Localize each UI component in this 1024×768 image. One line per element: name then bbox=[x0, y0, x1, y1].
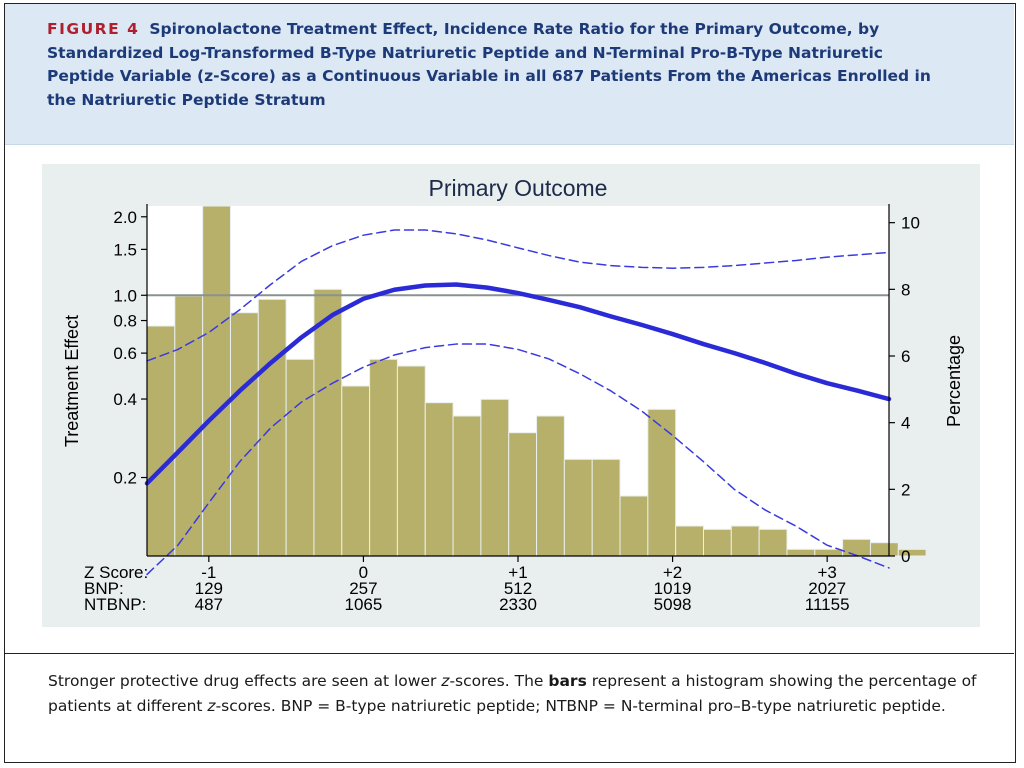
x-row-label: BNP: bbox=[84, 579, 124, 598]
y2-tick-label: 10 bbox=[901, 214, 920, 233]
x-tick-label-bnp: 1019 bbox=[654, 579, 692, 598]
histogram-bar bbox=[396, 365, 426, 557]
histogram-bar bbox=[591, 458, 621, 557]
histogram-bar bbox=[313, 288, 343, 557]
histogram-bar bbox=[508, 432, 538, 557]
x-tick-label-z: +1 bbox=[508, 563, 527, 582]
x-row-label: Z Score: bbox=[84, 563, 148, 582]
histogram-bar bbox=[202, 205, 231, 557]
histogram-bar bbox=[675, 525, 704, 557]
y2-tick-label: 6 bbox=[901, 347, 910, 366]
figure-frame: FIGURE 4 Spironolactone Treatment Effect,… bbox=[4, 3, 1016, 763]
histogram-bar bbox=[563, 458, 593, 557]
x-tick-label-bnp: 257 bbox=[349, 579, 377, 598]
histogram-bar bbox=[897, 548, 927, 557]
x-tick-label-z: +2 bbox=[663, 563, 682, 582]
figure-title-text: Spironolactone Treatment Effect, Inciden… bbox=[47, 20, 931, 109]
histogram-bar bbox=[814, 548, 844, 557]
y-tick-label: 1.0 bbox=[113, 286, 137, 305]
y2-tick-label: 8 bbox=[901, 280, 910, 299]
x-tick-label-ntbnp: 487 bbox=[195, 595, 223, 614]
x-tick-label-bnp: 512 bbox=[504, 579, 532, 598]
figure-caption: Stronger protective drug effects are see… bbox=[48, 669, 983, 719]
histogram-bar bbox=[452, 415, 482, 557]
histogram-bar bbox=[758, 528, 788, 557]
chart-title: Primary Outcome bbox=[429, 175, 608, 201]
y-tick-label: 2.0 bbox=[113, 208, 137, 227]
histogram-bar bbox=[842, 538, 871, 557]
histogram-bar bbox=[480, 398, 510, 557]
y-tick-label: 1.5 bbox=[113, 240, 137, 259]
y2-tick-label: 2 bbox=[901, 480, 910, 499]
x-tick-label-z: -1 bbox=[201, 563, 216, 582]
treatment-effect-line bbox=[144, 282, 892, 486]
x-row-label: NTBNP: bbox=[84, 595, 146, 614]
chart: 0.2 0.4 0.6 0.8 1.0 1.5 2.0 0 2 4 6 8 10 Z Score:BNP:… bbox=[62, 175, 964, 614]
histogram-bar bbox=[229, 312, 259, 557]
histogram-bar bbox=[786, 548, 816, 557]
histogram-bar bbox=[730, 525, 760, 557]
histogram-bar bbox=[703, 528, 732, 557]
y2-tick-label: 4 bbox=[901, 414, 910, 433]
histogram-bar bbox=[285, 358, 315, 557]
histogram-bar bbox=[869, 542, 899, 557]
histogram-bar bbox=[341, 385, 371, 557]
y-axis-title: Treatment Effect bbox=[62, 315, 82, 447]
y-tick-label: 0.2 bbox=[113, 469, 137, 488]
y-tick-label: 0.4 bbox=[113, 390, 137, 409]
histogram-bar bbox=[647, 408, 677, 557]
caption-text-3: represent a histogram showing the percen… bbox=[48, 672, 977, 715]
caption-divider bbox=[5, 653, 1014, 654]
histogram-bar bbox=[424, 402, 454, 557]
histogram-bar bbox=[257, 298, 287, 557]
figure-title: FIGURE 4 Spironolactone Treatment Effect,… bbox=[47, 18, 947, 112]
caption-text-1: Stronger protective drug effects are see… bbox=[48, 672, 442, 690]
histogram-bar bbox=[619, 495, 649, 557]
histogram-bar bbox=[369, 358, 398, 557]
x-tick-label-z: +3 bbox=[817, 563, 836, 582]
caption-bold-bars: bars bbox=[548, 672, 587, 690]
y-tick-label: 0.8 bbox=[113, 312, 137, 331]
caption-z-1: z bbox=[441, 672, 450, 690]
x-tick-label-z: 0 bbox=[359, 563, 368, 582]
histogram-bar bbox=[536, 415, 565, 557]
x-tick-label-bnp: 129 bbox=[195, 579, 223, 598]
x-tick-label-bnp: 2027 bbox=[808, 579, 846, 598]
caption-text-2: -scores. The bbox=[449, 672, 549, 690]
confidence-band-line bbox=[146, 229, 890, 362]
figure-header: FIGURE 4 Spironolactone Treatment Effect,… bbox=[5, 4, 1014, 145]
x-tick-label-ntbnp: 1065 bbox=[345, 595, 383, 614]
histogram-bar bbox=[174, 295, 204, 557]
x-tick-label-ntbnp: 5098 bbox=[654, 595, 692, 614]
confidence-band-line bbox=[146, 343, 890, 576]
figure-label: FIGURE 4 bbox=[47, 20, 140, 38]
caption-z-2: z bbox=[207, 697, 216, 715]
histogram-bar bbox=[146, 325, 176, 557]
plot-panel: 0.2 0.4 0.6 0.8 1.0 1.5 2.0 0 2 4 6 8 10 Z Score: BNP:… bbox=[42, 164, 980, 627]
y2-tick-label: 0 bbox=[901, 547, 910, 566]
y2-axis-title: Percentage bbox=[944, 335, 964, 427]
x-tick-label-ntbnp: 2330 bbox=[499, 595, 537, 614]
caption-text-4: -scores. BNP = B-type natriuretic peptid… bbox=[215, 697, 946, 715]
x-tick-label-ntbnp: 11155 bbox=[805, 595, 850, 614]
y-tick-label: 0.6 bbox=[113, 344, 137, 363]
